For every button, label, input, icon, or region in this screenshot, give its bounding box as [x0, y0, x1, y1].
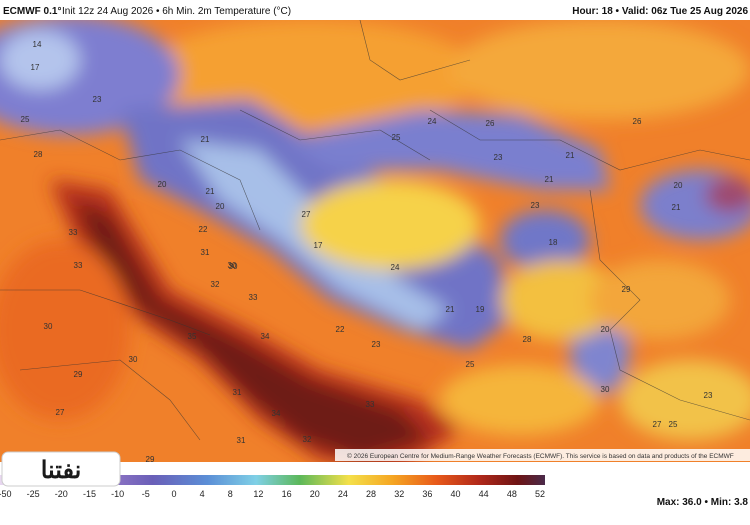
copyright-bg	[335, 449, 750, 461]
temperature-label: 30	[129, 355, 138, 364]
temperature-label: 30	[229, 262, 238, 271]
colorbar-tick-label: 48	[507, 489, 517, 499]
colorbar-tick-label: -15	[83, 489, 96, 499]
colorbar-tick-label: 0	[171, 489, 176, 499]
temperature-label: 23	[704, 391, 713, 400]
colorbar-tick-label: 12	[253, 489, 263, 499]
temperature-label: 33	[366, 400, 375, 409]
temperature-label: 27	[653, 420, 662, 429]
temperature-label: 24	[428, 117, 437, 126]
colorbar-tick-label: -20	[55, 489, 68, 499]
temperature-label: 26	[633, 117, 642, 126]
temperature-label: 23	[494, 153, 503, 162]
temperature-label: 31	[201, 248, 210, 257]
temperature-label: 20	[216, 202, 225, 211]
temperature-label: 17	[31, 63, 40, 72]
temperature-label: 33	[74, 261, 83, 270]
header-bar	[0, 0, 750, 20]
temperature-label: 30	[228, 261, 237, 270]
temperature-label: 28	[523, 335, 532, 344]
temperature-label: 20	[158, 180, 167, 189]
temperature-label: 25	[21, 115, 30, 124]
colorbar-tick-label: -25	[27, 489, 40, 499]
temperature-label: 21	[206, 187, 215, 196]
temperature-label: 31	[233, 388, 242, 397]
temperature-label: 25	[466, 360, 475, 369]
temperature-label: 29	[146, 455, 155, 464]
temperature-label: 27	[56, 408, 65, 417]
temperature-label: 34	[272, 409, 281, 418]
model-name: ECMWF 0.1°	[3, 6, 61, 17]
temperature-label: 28	[34, 150, 43, 159]
temperature-label: 24	[391, 263, 400, 272]
stats: Max: 36.0 • Min: 3.8	[657, 497, 749, 508]
colorbar-tick-label: -50	[0, 489, 12, 499]
temperature-label: 33	[249, 293, 258, 302]
temperature-label: 21	[566, 151, 575, 160]
footer-bar	[0, 462, 750, 520]
colorbar-tick-label: 32	[394, 489, 404, 499]
temperature-label: 19	[476, 305, 485, 314]
colorbar-tick-label: 24	[338, 489, 348, 499]
temperature-label: 25	[392, 133, 401, 142]
temperature-label: 20	[674, 181, 683, 190]
temperature-label: 30	[44, 322, 53, 331]
temperature-label: 29	[74, 370, 83, 379]
temperature-label: 29	[622, 285, 631, 294]
map	[0, 15, 750, 470]
colorbar-tick-label: 28	[366, 489, 376, 499]
colorbar-tick-label: 40	[451, 489, 461, 499]
temperature-label: 35	[188, 332, 197, 341]
temperature-label: 20	[601, 325, 610, 334]
temperature-label: 23	[93, 95, 102, 104]
temperature-label: 17	[314, 241, 323, 250]
colorbar-tick-label: 36	[422, 489, 432, 499]
temperature-label: 21	[201, 135, 210, 144]
copyright: © 2026 European Centre for Medium-Range …	[347, 452, 734, 460]
colorbar-tick-label: 20	[310, 489, 320, 499]
temperature-label: 22	[336, 325, 345, 334]
colorbar	[0, 475, 545, 485]
temperature-label: 34	[261, 332, 270, 341]
temperature-label: 21	[545, 175, 554, 184]
borders	[0, 19, 750, 441]
temperature-label: 32	[303, 435, 312, 444]
colorbar-tick-label: 16	[282, 489, 292, 499]
temperature-label: 31	[237, 436, 246, 445]
temperature-label: 33	[69, 228, 78, 237]
temperature-label: 18	[549, 238, 558, 247]
temperature-label: 14	[33, 40, 42, 49]
temperature-label: 30	[601, 385, 610, 394]
temperature-label: 21	[672, 203, 681, 212]
init-info: Init 12z 24 Aug 2026 • 6h Min. 2m Temper…	[62, 6, 291, 17]
logo-box	[1, 451, 121, 487]
temperature-label: 27	[302, 210, 311, 219]
colorbar-tick-label: -5	[142, 489, 150, 499]
temperature-label: 22	[199, 225, 208, 234]
temperature-label: 25	[669, 420, 678, 429]
temperature-label: 21	[446, 305, 455, 314]
temperature-field	[0, 15, 750, 470]
temperature-label: 23	[531, 201, 540, 210]
temperature-label: 26	[486, 119, 495, 128]
temperature-label: 23	[372, 340, 381, 349]
colorbar-tick-label: 44	[479, 489, 489, 499]
colorbar-tick-label: -10	[111, 489, 124, 499]
logo: نفتنا	[41, 457, 82, 484]
temperature-label: 32	[211, 280, 220, 289]
colorbar-tick-label: 52	[535, 489, 545, 499]
colorbar-tick-label: 8	[228, 489, 233, 499]
colorbar-tick-label: 4	[200, 489, 205, 499]
colorbar-ticks: -50-25-20-15-10-504812162024283236404448…	[0, 489, 545, 499]
valid-info: Hour: 18 • Valid: 06z Tue 25 Aug 2026	[572, 6, 748, 17]
